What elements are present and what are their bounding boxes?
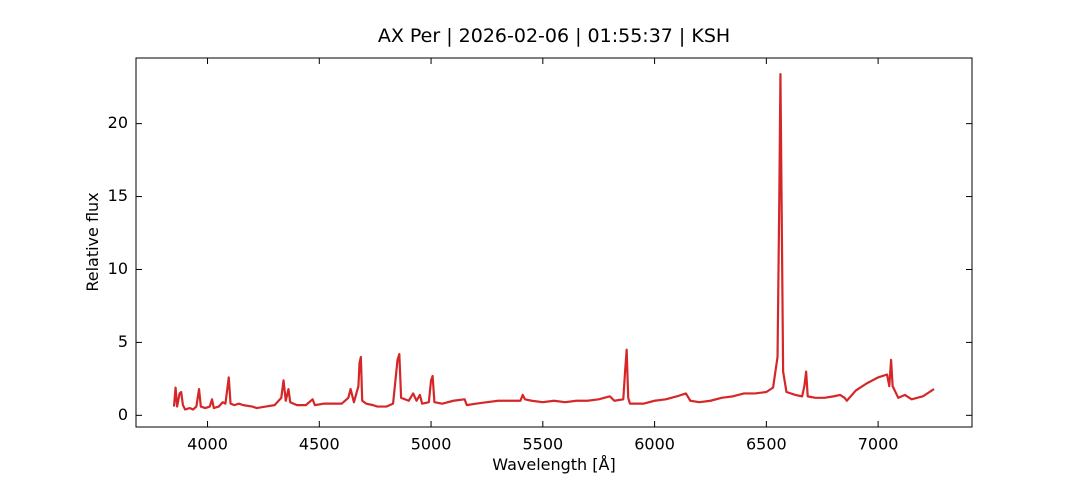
x-tick-label: 5000 xyxy=(411,435,452,454)
x-tick-label: 5500 xyxy=(522,435,563,454)
plot-frame xyxy=(135,57,973,428)
y-tick-label: 10 xyxy=(108,259,128,278)
x-tick-label: 4500 xyxy=(299,435,340,454)
y-tick-label: 0 xyxy=(118,405,128,424)
spectrum-line xyxy=(172,72,935,411)
x-axis-label: Wavelength [Å] xyxy=(492,455,615,474)
x-tick-label: 4000 xyxy=(187,435,228,454)
chart-title: AX Per | 2026-02-06 | 01:55:37 | KSH xyxy=(378,25,730,47)
x-tick-label: 7000 xyxy=(858,435,899,454)
y-tick-label: 15 xyxy=(108,186,128,205)
x-tick-label: 6000 xyxy=(634,435,675,454)
x-tick-label: 6500 xyxy=(746,435,787,454)
y-tick-label: 5 xyxy=(118,332,128,351)
y-axis-label: Relative flux xyxy=(83,192,102,291)
y-tick-label: 20 xyxy=(108,113,128,132)
